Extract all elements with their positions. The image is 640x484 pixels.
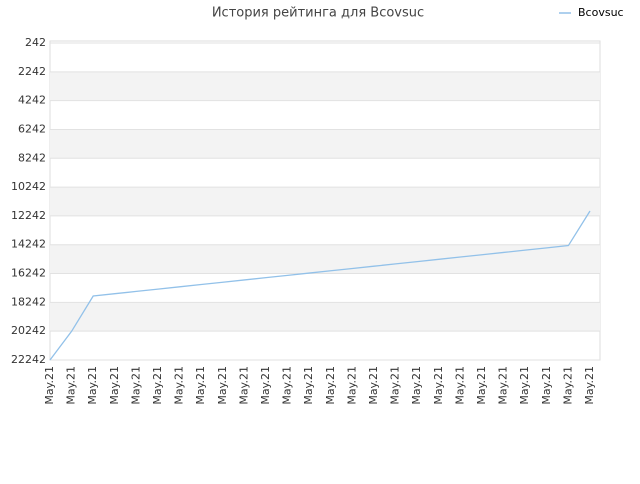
x-tick-label: May.21 [194, 366, 207, 405]
x-tick-label: May.21 [108, 366, 121, 405]
x-tick-label: May.21 [302, 366, 315, 405]
x-tick-label: May.21 [65, 366, 78, 405]
x-tick-label: May.21 [561, 366, 574, 405]
x-tick-label: May.21 [281, 366, 294, 405]
x-tick-label: May.21 [216, 366, 229, 405]
grid-band [50, 71, 600, 101]
x-tick-label: May.21 [86, 366, 99, 405]
grid-band [50, 302, 600, 332]
grid-band [50, 244, 600, 274]
x-tick-label: May.21 [324, 366, 337, 405]
x-tick-label: May.21 [367, 366, 380, 405]
x-tick-label: May.21 [540, 366, 553, 405]
x-tick-label: May.21 [497, 366, 510, 405]
x-tick-label: May.21 [410, 366, 423, 405]
grid-band [50, 187, 600, 216]
grid-band [50, 129, 600, 159]
x-tick-label: May.21 [173, 366, 186, 405]
x-tick-label: May.21 [259, 366, 272, 405]
y-tick-label: 8242 [18, 151, 46, 164]
series-line [49, 210, 591, 361]
y-tick-label: 4242 [18, 94, 46, 107]
y-tick-label: 6242 [18, 122, 46, 135]
x-tick-label: May.21 [432, 366, 445, 405]
x-tick-label: May.21 [475, 366, 488, 405]
x-tick-label: May.21 [43, 366, 56, 405]
x-tick-label: May.21 [151, 366, 164, 405]
x-tick-label: May.21 [518, 366, 531, 405]
y-tick-label: 12242 [11, 209, 46, 222]
y-tick-label: 22242 [11, 353, 46, 366]
legend-label: Bcovsuc [578, 6, 624, 19]
y-tick-label: 242 [25, 36, 46, 49]
x-tick-label: May.21 [389, 366, 402, 405]
y-tick-label: 10242 [11, 180, 46, 193]
x-tick-label: May.21 [129, 366, 142, 405]
y-tick-label: 20242 [11, 324, 46, 337]
x-tick-label: May.21 [237, 366, 250, 405]
x-tick-label: May.21 [345, 366, 358, 405]
x-tick-label: May.21 [583, 366, 596, 405]
y-tick-label: 14242 [11, 238, 46, 251]
x-tick-label: May.21 [453, 366, 466, 405]
chart-title: История рейтинга для Bcovsuc [212, 6, 424, 21]
y-tick-label: 16242 [11, 267, 46, 280]
y-tick-label: 18242 [11, 295, 46, 308]
y-tick-label: 2242 [18, 65, 46, 78]
